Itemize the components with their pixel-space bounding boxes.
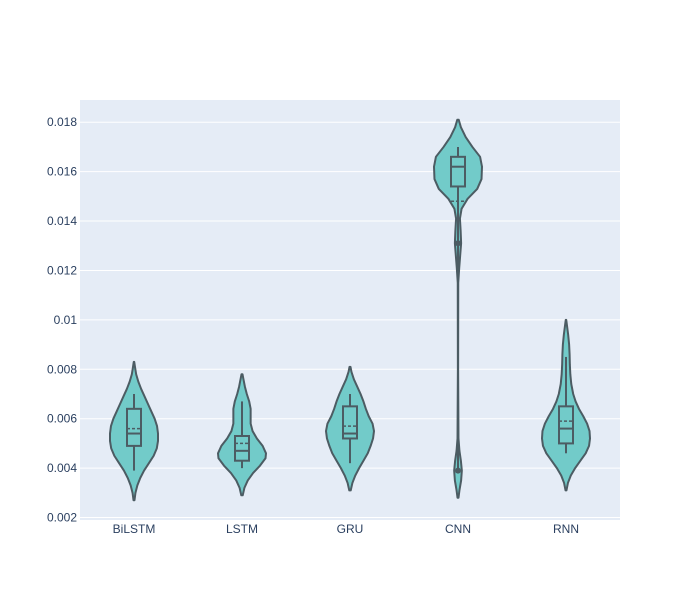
y-tick-label: 0.014 [47, 214, 77, 228]
violins [109, 118, 591, 502]
violin-gru [325, 365, 375, 492]
violin-lstm [217, 373, 267, 497]
y-tick-label: 0.018 [47, 115, 77, 129]
y-tick-label: 0.004 [47, 461, 77, 475]
outlier-point [455, 240, 461, 247]
x-tick-label: GRU [337, 522, 364, 536]
y-axis-ticks: 0.002 0.004 0.006 0.008 0.01 0.012 0.014 0.016 0… [47, 115, 77, 524]
box [234, 435, 250, 462]
y-tick-label: 0.008 [47, 362, 77, 376]
box [342, 405, 358, 440]
x-tick-label: RNN [553, 522, 579, 536]
y-tick-label: 0.016 [47, 165, 77, 179]
box [126, 407, 142, 447]
x-axis-ticks: BiLSTM LSTM GRU CNN RNN [113, 522, 579, 536]
violin-bilstm [109, 360, 159, 502]
y-tick-label: 0.002 [47, 511, 77, 525]
box [450, 155, 466, 188]
y-tick-label: 0.01 [54, 313, 78, 327]
violin-cnn [433, 118, 483, 499]
x-tick-label: LSTM [226, 522, 258, 536]
violin-rnn [541, 318, 591, 492]
x-tick-label: BiLSTM [113, 522, 156, 536]
box [558, 405, 574, 445]
x-tick-label: CNN [445, 522, 471, 536]
y-tick-label: 0.006 [47, 412, 77, 426]
y-tick-label: 0.012 [47, 263, 77, 277]
outlier-point [455, 467, 461, 474]
